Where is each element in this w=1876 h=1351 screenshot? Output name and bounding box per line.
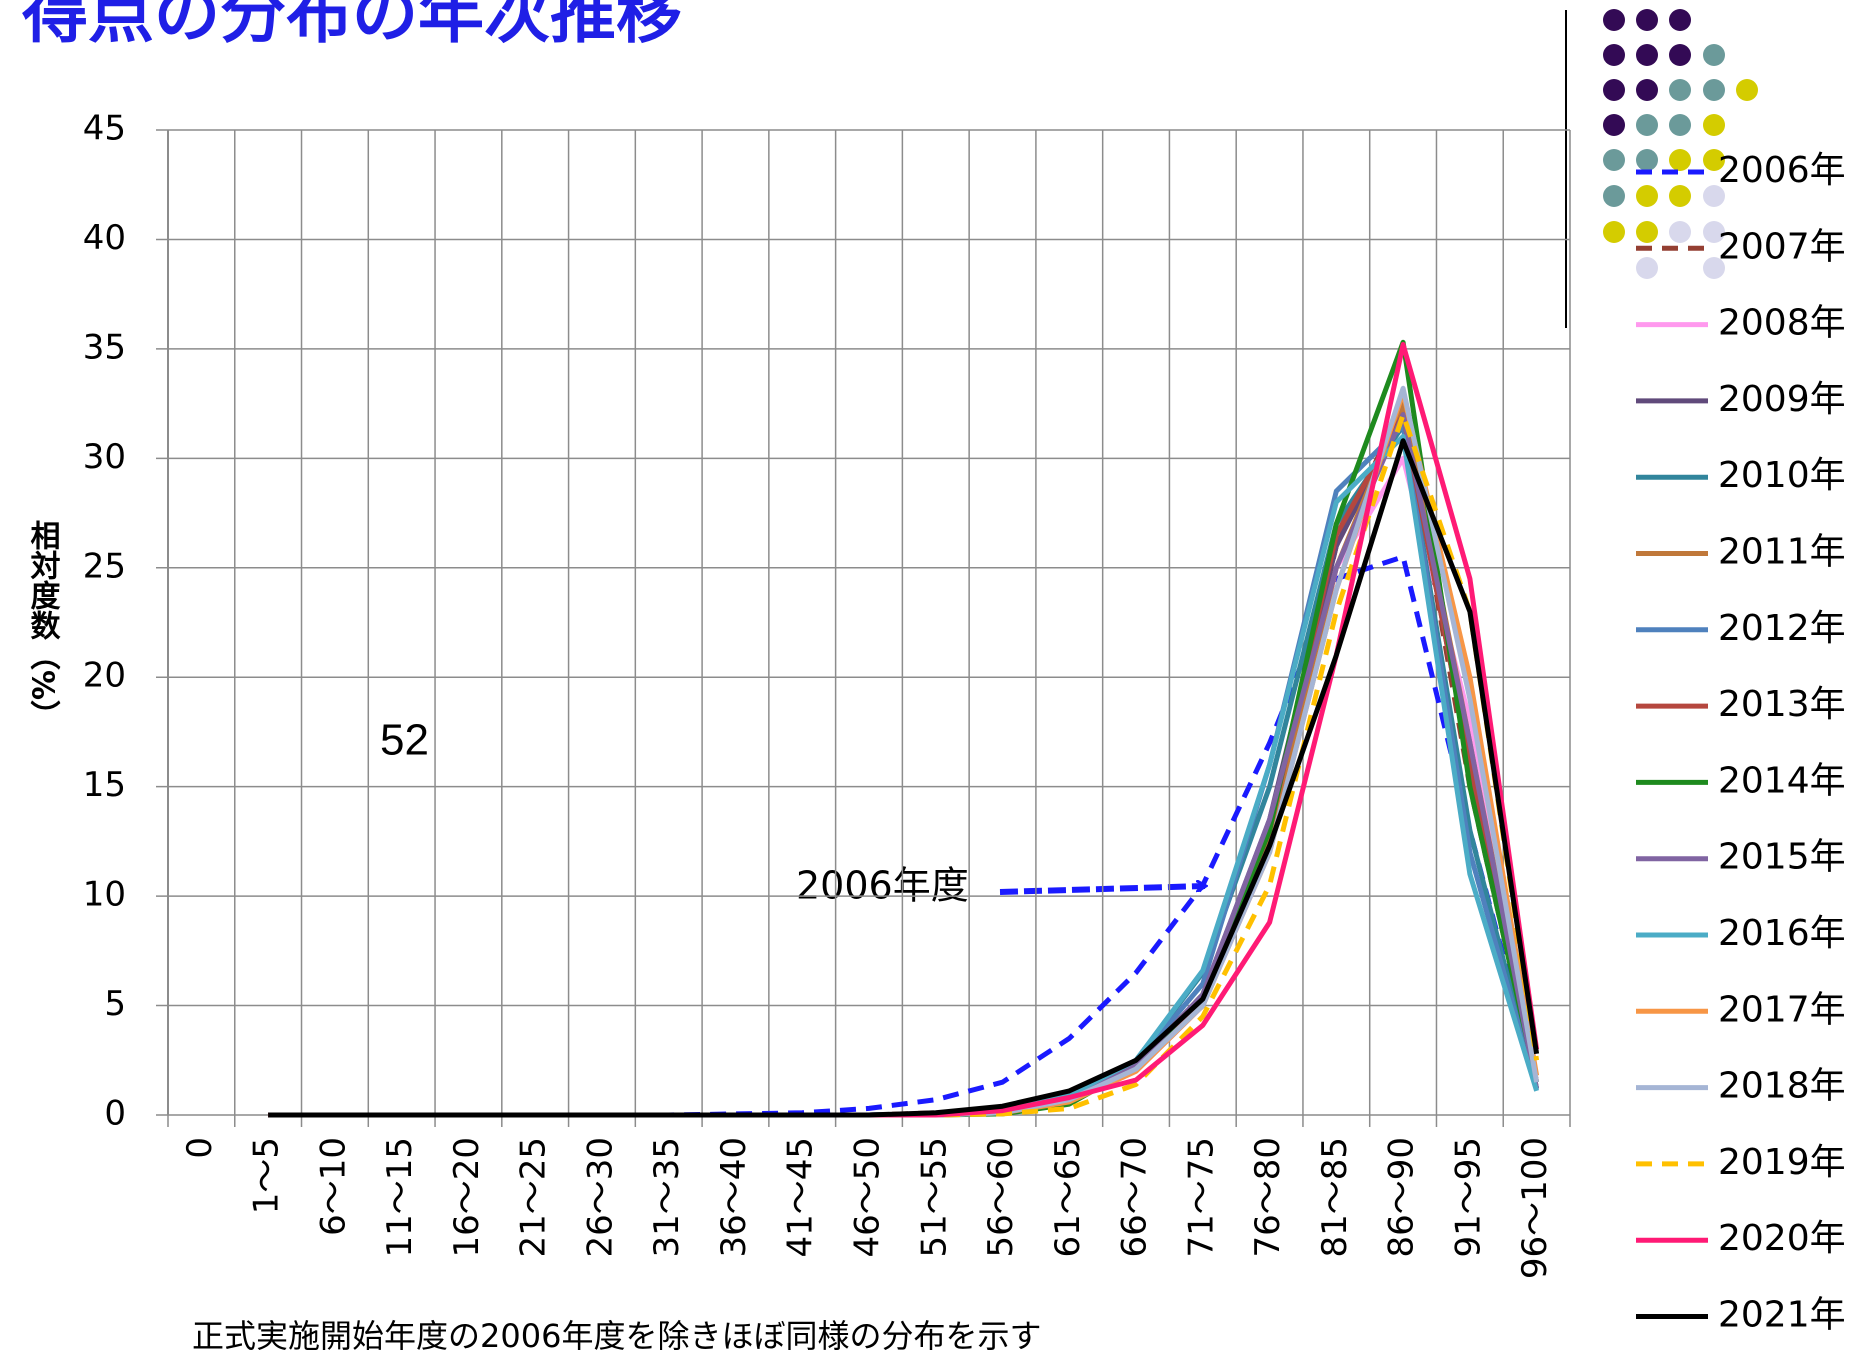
dot <box>1636 114 1658 136</box>
y-tick-label: 45 <box>83 109 126 149</box>
dot <box>1703 79 1725 101</box>
dot <box>1669 221 1691 243</box>
chart-title: 得点の分布の年次推移 <box>22 0 682 52</box>
legend-label: 2006年 <box>1718 150 1846 191</box>
legend-label: 2020年 <box>1718 1218 1846 1259</box>
x-tick-label: 21～25 <box>514 1137 554 1258</box>
x-tick-label: 31～35 <box>647 1137 687 1258</box>
dot <box>1703 114 1725 136</box>
y-tick-label: 5 <box>104 984 126 1024</box>
dot <box>1669 79 1691 101</box>
y-tick-label: 20 <box>83 656 126 696</box>
legend-label: 2019年 <box>1718 1142 1846 1183</box>
y-axis-label: 相対度数（%） <box>25 520 61 730</box>
legend-label: 2013年 <box>1718 684 1846 725</box>
x-tick-label: 46～50 <box>848 1137 888 1258</box>
legend-label: 2012年 <box>1718 608 1846 649</box>
dot <box>1703 221 1725 243</box>
dot <box>1703 257 1725 279</box>
dot <box>1636 44 1658 66</box>
x-tick-label: 0 <box>180 1137 220 1159</box>
x-tick-label: 61～65 <box>1048 1137 1088 1258</box>
x-tick-label: 51～55 <box>914 1137 954 1258</box>
dot <box>1669 185 1691 207</box>
x-tick-label: 36～40 <box>714 1137 754 1258</box>
dot <box>1636 149 1658 171</box>
x-tick-label: 66～70 <box>1115 1137 1155 1258</box>
x-tick-label: 96～100 <box>1515 1137 1555 1279</box>
legend-label: 2011年 <box>1718 532 1846 573</box>
x-tick-label: 6～10 <box>313 1137 353 1236</box>
y-tick-label: 15 <box>83 765 126 805</box>
legend-label: 2009年 <box>1718 379 1846 420</box>
dot <box>1603 9 1625 31</box>
dot <box>1636 9 1658 31</box>
x-tick-label: 76～80 <box>1248 1137 1288 1258</box>
legend-label: 2010年 <box>1718 455 1846 496</box>
x-tick-label: 1～5 <box>247 1137 287 1214</box>
dot <box>1603 149 1625 171</box>
legend-label: 2021年 <box>1718 1295 1846 1336</box>
dot <box>1703 149 1725 171</box>
legend-label: 2015年 <box>1718 837 1846 878</box>
x-tick-label: 56～60 <box>981 1137 1021 1258</box>
dot <box>1669 114 1691 136</box>
dot <box>1669 9 1691 31</box>
dot <box>1603 221 1625 243</box>
dot <box>1636 221 1658 243</box>
dot <box>1736 79 1758 101</box>
series-line <box>268 438 1540 1118</box>
dot <box>1603 185 1625 207</box>
x-tick-label: 26～30 <box>580 1137 620 1258</box>
x-tick-label: 91～95 <box>1448 1137 1488 1258</box>
y-tick-label: 25 <box>83 546 126 586</box>
dot <box>1603 114 1625 136</box>
x-tick-label: 71～75 <box>1181 1137 1221 1258</box>
dot <box>1636 257 1658 279</box>
dot <box>1669 149 1691 171</box>
annotation: 52 <box>380 716 429 765</box>
y-tick-label: 0 <box>104 1094 126 1134</box>
y-tick-label: 35 <box>83 327 126 367</box>
x-tick-label: 16～20 <box>447 1137 487 1258</box>
y-tick-label: 30 <box>83 437 126 477</box>
dot <box>1669 44 1691 66</box>
annotation: 2006年度 <box>796 864 969 908</box>
footnote: 正式実施開始年度の2006年度を除きほぼ同様の分布を示す <box>192 1317 1041 1351</box>
legend-label: 2008年 <box>1718 303 1846 344</box>
dot <box>1603 79 1625 101</box>
decoration <box>1603 9 1758 279</box>
x-tick-label: 11～15 <box>380 1137 420 1258</box>
legend-label: 2014年 <box>1718 760 1846 801</box>
dot <box>1636 79 1658 101</box>
legend-label: 2017年 <box>1718 989 1846 1030</box>
dot <box>1636 185 1658 207</box>
dot <box>1703 44 1725 66</box>
dot <box>1703 185 1725 207</box>
y-tick-label: 10 <box>83 875 126 915</box>
x-tick-label: 86～90 <box>1382 1137 1422 1258</box>
x-tick-label: 81～85 <box>1315 1137 1355 1258</box>
y-tick-label: 40 <box>83 218 126 258</box>
legend-label: 2007年 <box>1718 226 1846 267</box>
dot <box>1603 44 1625 66</box>
legend-label: 2018年 <box>1718 1066 1846 1107</box>
x-tick-label: 41～45 <box>781 1137 821 1258</box>
legend-label: 2016年 <box>1718 913 1846 954</box>
